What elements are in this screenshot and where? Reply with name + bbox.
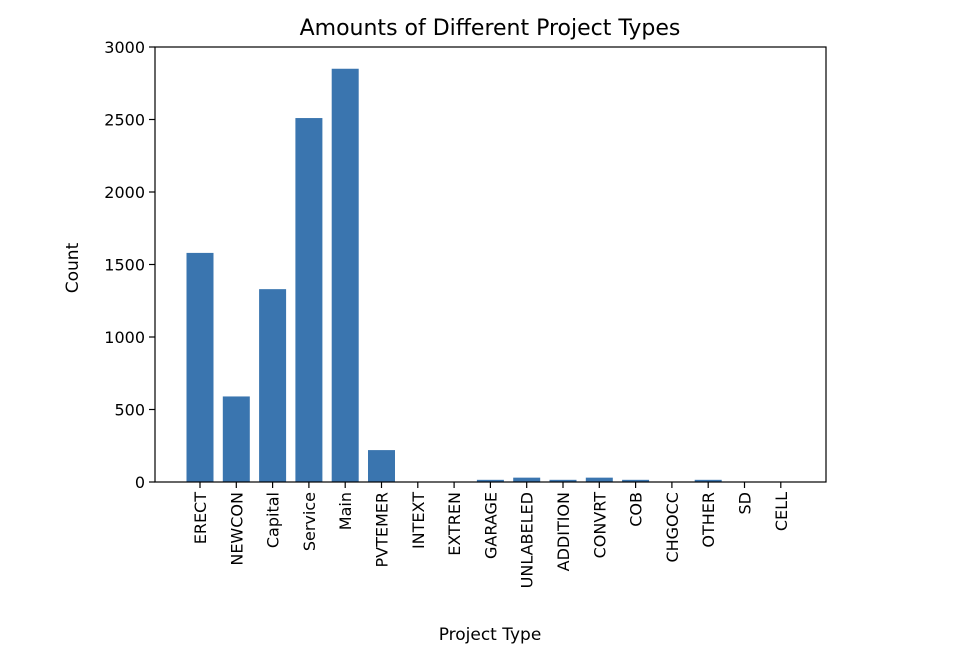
- bar-cob: [622, 479, 650, 482]
- bar-main: [331, 68, 359, 482]
- x-tick-label-addition: ADDITION: [554, 492, 573, 571]
- y-tick-label: 1000: [104, 328, 145, 347]
- x-tick-label-main: Main: [336, 492, 355, 530]
- x-tick-label-garage: GARAGE: [481, 492, 500, 559]
- x-tick-label-intext: INTEXT: [409, 492, 428, 549]
- bar-newcon: [222, 396, 250, 482]
- x-tick-label-convrt: CONVRT: [590, 492, 609, 559]
- x-tick-label-sd: SD: [736, 492, 755, 514]
- x-tick-label-other: OTHER: [699, 492, 718, 548]
- bar-capital: [259, 289, 287, 482]
- y-tick-label: 0: [135, 473, 145, 492]
- bar-service: [295, 118, 323, 483]
- x-tick-label-service: Service: [300, 492, 319, 551]
- chart-title: Amounts of Different Project Types: [300, 16, 681, 41]
- x-tick-label-pvtemer: PVTEMER: [373, 492, 392, 568]
- x-tick-label-newcon: NEWCON: [227, 492, 246, 566]
- y-tick-label: 2000: [104, 183, 145, 202]
- bars: [186, 68, 795, 483]
- x-axis-label: Project Type: [439, 625, 542, 645]
- bar-unlabeled: [513, 477, 541, 482]
- x-tick-label-cob: COB: [627, 492, 646, 527]
- bar-addition: [549, 479, 577, 482]
- y-tick-label: 3000: [104, 38, 145, 57]
- x-axis-ticks: ERECT NEWCON Capital Service Main PVTEMER INTE…: [191, 482, 791, 588]
- y-tick-label: 2500: [104, 111, 145, 130]
- bar-erect: [186, 252, 214, 482]
- bar-garage: [476, 479, 504, 482]
- x-tick-label-chgocc: CHGOCC: [663, 492, 682, 563]
- x-tick-label-capital: Capital: [264, 492, 283, 548]
- y-axis-label: Count: [63, 242, 83, 293]
- x-tick-label-cell: CELL: [772, 492, 791, 531]
- y-tick-label: 1500: [104, 256, 145, 275]
- bar-pvtemer: [368, 450, 395, 482]
- bar-convrt: [585, 477, 613, 482]
- bar-other: [694, 479, 722, 482]
- x-tick-label-extren: EXTREN: [445, 492, 464, 556]
- y-tick-label: 500: [114, 401, 145, 420]
- x-tick-label-unlabeled: UNLABELED: [518, 492, 537, 588]
- x-tick-label-erect: ERECT: [191, 492, 210, 545]
- y-axis-ticks: 0 500 1000 1500 2000 2500 3000: [104, 38, 155, 492]
